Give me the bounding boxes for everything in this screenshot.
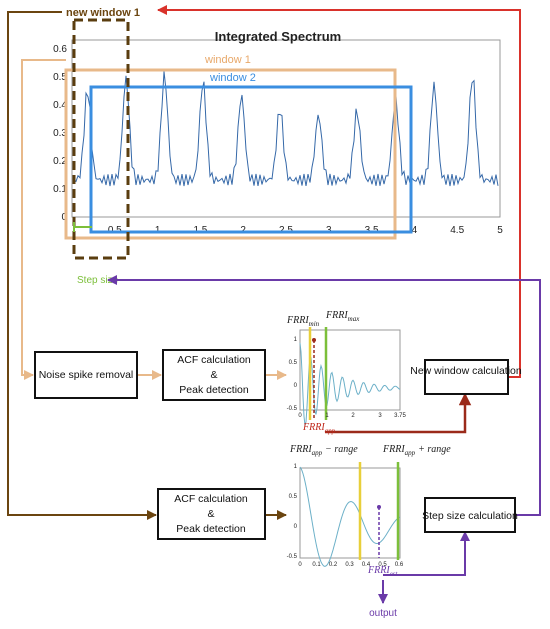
p1-x-tick: 0 bbox=[298, 413, 302, 419]
frri-label: FRRImin bbox=[286, 315, 320, 328]
acf1-l1: ACF calculation bbox=[177, 354, 251, 366]
p1-x-tick: 1 bbox=[325, 413, 329, 419]
p1-y-tick: 0 bbox=[294, 383, 298, 389]
y-tick-label: 0.6 bbox=[53, 44, 67, 55]
frri-base: FRRI bbox=[289, 444, 312, 455]
x-tick-label: 5 bbox=[497, 225, 503, 236]
frri-base: FRRI bbox=[286, 315, 309, 326]
acf1-l3: Peak detection bbox=[179, 384, 249, 396]
p2-x-tick: 0.3 bbox=[345, 562, 354, 568]
p2-y-tick: 0.5 bbox=[289, 494, 298, 500]
noise-text: Noise spike removal bbox=[39, 369, 134, 381]
step-calc-text: Step size calculation bbox=[422, 510, 518, 522]
frri-suffix: + range bbox=[418, 444, 451, 455]
window1-label: window 1 bbox=[204, 54, 251, 66]
acf2-box bbox=[157, 488, 266, 540]
plot-frame bbox=[71, 39, 501, 218]
app-arrow bbox=[325, 392, 472, 434]
x-tick-label: 4.5 bbox=[450, 225, 464, 236]
plot1-frame bbox=[299, 329, 401, 411]
acf2-l2: & bbox=[207, 508, 214, 520]
p2-y-tick: -0.5 bbox=[287, 554, 298, 560]
window1-box bbox=[64, 68, 397, 240]
y-tick-label: 0.4 bbox=[53, 100, 67, 111]
new-window-label: new window 1 bbox=[66, 7, 140, 19]
acf2-l3: Peak detection bbox=[176, 523, 246, 535]
p1-y-tick: -0.5 bbox=[287, 406, 298, 412]
step-calc-box bbox=[424, 497, 516, 533]
p1-x-tick: 2 bbox=[351, 413, 355, 419]
frri-suffix: − range bbox=[325, 444, 358, 455]
plot2-frame bbox=[299, 467, 401, 559]
frri-sub: min bbox=[309, 320, 320, 328]
frri-sub: max bbox=[348, 315, 361, 323]
step-size-label: Step size bbox=[77, 275, 119, 286]
new-window-calc-box bbox=[424, 359, 509, 395]
acf1-l2: & bbox=[210, 369, 217, 381]
p1-x-tick: 3.75 bbox=[394, 413, 406, 419]
tan-arrow bbox=[21, 59, 66, 380]
p2-x-tick: 0.6 bbox=[395, 562, 404, 568]
title: Integrated Spectrum bbox=[215, 29, 341, 44]
signal bbox=[73, 71, 499, 187]
window2-label: window 2 bbox=[209, 72, 256, 84]
p1-x-tick: 3 bbox=[378, 413, 382, 419]
p2-y-tick: 0 bbox=[294, 524, 298, 530]
frri-label: FRRIest bbox=[367, 565, 398, 578]
acf1-curve bbox=[299, 342, 401, 426]
frri-label: FRRIapp − range bbox=[289, 444, 358, 457]
window2-box bbox=[89, 85, 413, 234]
output-label: output bbox=[369, 608, 397, 619]
p2-x-tick: 0.1 bbox=[312, 562, 321, 568]
brown-arrow bbox=[7, 11, 157, 520]
p2-x-tick: 0.4 bbox=[362, 562, 371, 568]
x-tick-label: 4 bbox=[412, 225, 418, 236]
acf2-l1: ACF calculation bbox=[174, 493, 248, 505]
y-tick-label: 0.1 bbox=[53, 184, 67, 195]
y-tick-label: 0 bbox=[61, 212, 67, 223]
frri-label: FRRImax bbox=[325, 310, 360, 323]
y-tick-label: 0.5 bbox=[53, 72, 67, 83]
red-arrow bbox=[157, 5, 521, 378]
frri-app-dot bbox=[312, 338, 316, 342]
y-tick-label: 0.2 bbox=[53, 156, 67, 167]
frri-base: FRRI bbox=[302, 422, 325, 433]
acf2-curve bbox=[299, 466, 401, 567]
frri-label: FRRIapp bbox=[302, 422, 336, 435]
noise-box bbox=[34, 351, 138, 399]
frri-label: FRRIapp + range bbox=[382, 444, 451, 457]
step-marker bbox=[73, 222, 92, 232]
purple-arrow bbox=[107, 275, 541, 516]
frri-sub: app bbox=[325, 427, 336, 435]
y-tick-label: 0.3 bbox=[53, 128, 67, 139]
frri-base: FRRI bbox=[382, 444, 405, 455]
acf1-box bbox=[162, 349, 266, 401]
frri-sub: app bbox=[405, 449, 416, 457]
p2-x-tick: 0 bbox=[298, 562, 302, 568]
frri-base: FRRI bbox=[367, 565, 390, 576]
frri-base: FRRI bbox=[325, 310, 348, 321]
p1-y-tick: 0.5 bbox=[289, 360, 298, 366]
p1-y-tick: 1 bbox=[294, 337, 298, 343]
frri-sub: app bbox=[312, 449, 323, 457]
p2-y-tick: 1 bbox=[294, 464, 298, 470]
frri-sub: est bbox=[390, 570, 399, 578]
frri-est-dot bbox=[377, 505, 381, 509]
new-window-box bbox=[72, 18, 130, 260]
est-arrow bbox=[383, 531, 470, 576]
p2-x-tick: 0.5 bbox=[378, 562, 387, 568]
p2-x-tick: 0.2 bbox=[329, 562, 338, 568]
new-window-calc-text: New window calculation bbox=[410, 365, 522, 377]
